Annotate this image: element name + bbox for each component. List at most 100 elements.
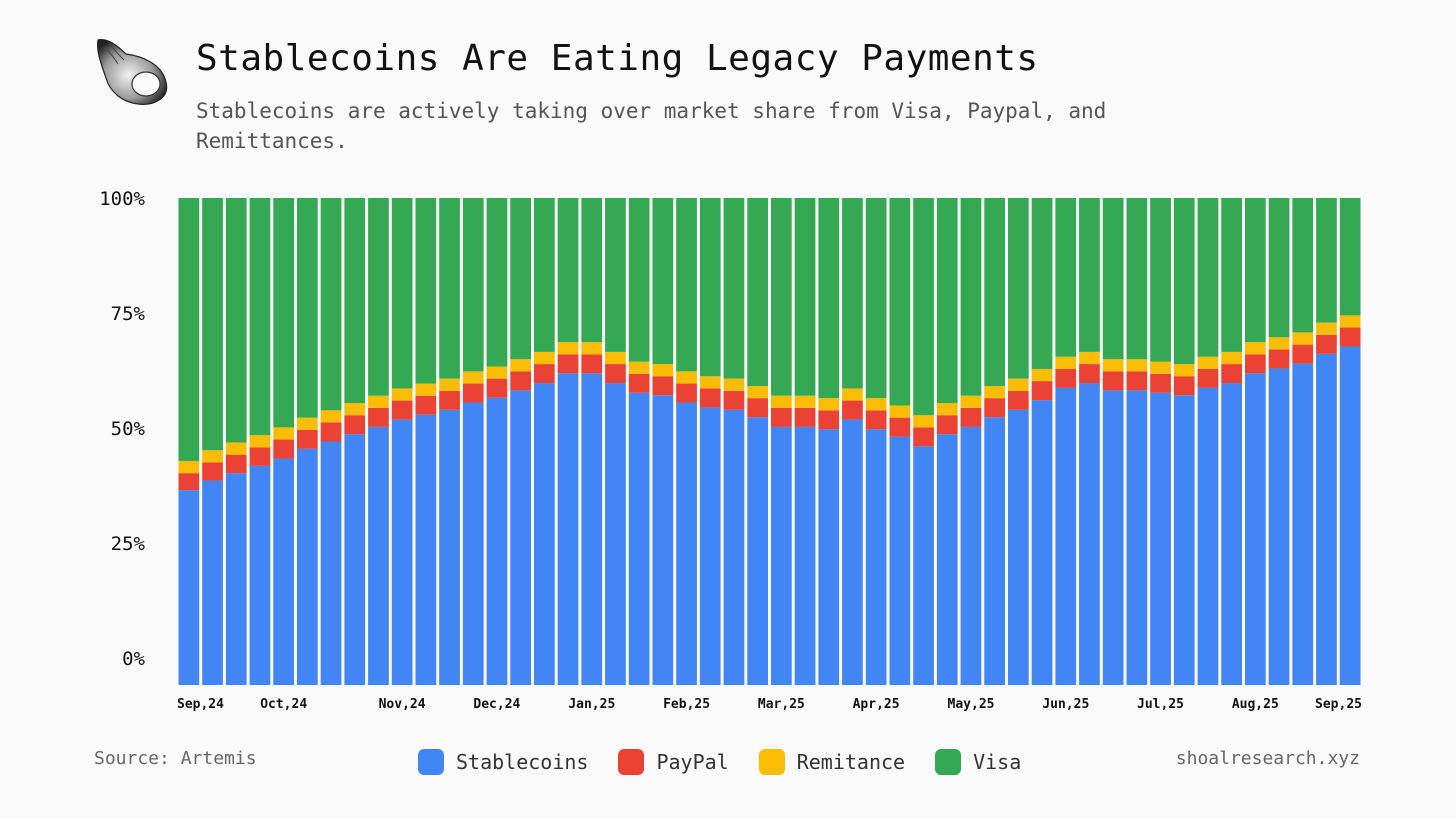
bar-segment-paypal-39	[1102, 371, 1124, 391]
bar-segment-remitance-16	[557, 342, 579, 355]
bar-segment-visa-18	[605, 198, 626, 352]
bar-segment-stablecoins-20	[652, 395, 674, 685]
bar-segment-remitance-41	[1150, 361, 1171, 374]
bar-segment-visa-3	[249, 198, 271, 436]
x-tick-label: Aug,25	[1232, 697, 1279, 712]
bar-segment-paypal-35	[1008, 390, 1029, 410]
bar-segment-paypal-43	[1197, 368, 1219, 388]
bar-segment-paypal-45	[1245, 354, 1266, 374]
bar-segment-paypal-49	[1339, 327, 1361, 347]
bar-segment-stablecoins-42	[1173, 395, 1195, 685]
bar-segment-stablecoins-16	[557, 373, 579, 685]
bar-segment-stablecoins-19	[628, 392, 650, 685]
bar-segment-visa-35	[1008, 198, 1029, 379]
bar-segment-visa-47	[1292, 198, 1314, 333]
bar-segment-stablecoins-0	[178, 490, 200, 685]
bar-segment-visa-20	[652, 198, 674, 365]
bar-segment-paypal-26	[794, 407, 816, 427]
bar-segment-stablecoins-39	[1102, 390, 1124, 685]
bar-segment-visa-34	[984, 198, 1005, 386]
bar-segment-remitance-2	[225, 442, 247, 455]
bar-segment-stablecoins-18	[605, 383, 626, 685]
bar-segment-remitance-8	[368, 395, 389, 408]
site-url: shoalresearch.xyz	[1175, 748, 1360, 769]
bar-segment-paypal-4	[273, 439, 294, 459]
bar-segment-stablecoins-8	[368, 426, 389, 685]
bar-segment-visa-24	[747, 198, 768, 386]
bar-segment-visa-6	[320, 198, 342, 411]
bar-segment-remitance-18	[605, 351, 626, 365]
bar-segment-visa-45	[1245, 198, 1266, 343]
bar-segment-visa-43	[1197, 198, 1219, 357]
bar-segment-stablecoins-26	[794, 426, 816, 685]
source-note: Source: Artemis	[94, 748, 257, 769]
bar-segment-paypal-0	[178, 473, 200, 491]
bar-segment-paypal-48	[1316, 334, 1337, 354]
bar-segment-remitance-20	[652, 364, 674, 377]
legend-item-paypal: PayPal	[618, 749, 729, 775]
bar-segment-remitance-5	[297, 417, 318, 430]
bar-segment-stablecoins-41	[1150, 392, 1171, 685]
chart-legend: Stablecoins PayPal Remitance Visa	[418, 749, 1051, 775]
bar-segment-stablecoins-37	[1055, 387, 1077, 685]
bar-segment-paypal-38	[1079, 364, 1100, 384]
bar-segment-stablecoins-10	[415, 414, 437, 685]
bar-segment-remitance-10	[415, 383, 437, 396]
bar-segment-visa-21	[676, 198, 697, 372]
bar-segment-paypal-6	[320, 422, 342, 442]
bar-segment-stablecoins-47	[1292, 363, 1314, 685]
bar-segment-visa-26	[794, 198, 816, 396]
bar-segment-remitance-27	[818, 398, 840, 411]
bar-segment-visa-0	[178, 198, 200, 461]
bar-segment-remitance-26	[794, 395, 816, 408]
legend-item-remitance: Remitance	[758, 749, 905, 775]
bar-segment-paypal-36	[1031, 381, 1053, 401]
bar-segment-stablecoins-15	[534, 383, 555, 685]
bar-segment-visa-48	[1316, 198, 1337, 323]
legend-swatch-stablecoins	[418, 749, 444, 775]
bar-segment-visa-46	[1268, 198, 1290, 338]
bar-segment-remitance-12	[462, 371, 484, 384]
x-tick-label: Feb,25	[663, 697, 710, 712]
bar-segment-stablecoins-44	[1221, 383, 1242, 685]
bar-segment-visa-17	[581, 198, 603, 343]
bar-segment-paypal-5	[297, 429, 318, 449]
x-tick-label: Sep,24	[177, 697, 224, 712]
bar-segment-visa-23	[723, 198, 745, 379]
bar-segment-visa-16	[557, 198, 579, 343]
bar-segment-remitance-7	[344, 403, 366, 416]
bar-segment-paypal-44	[1221, 364, 1242, 384]
bar-segment-remitance-46	[1268, 337, 1290, 350]
bar-segment-stablecoins-4	[273, 458, 294, 685]
y-tick-label: 50%	[111, 418, 146, 440]
bar-segment-visa-29	[865, 198, 887, 399]
x-tick-label: Mar,25	[758, 697, 805, 712]
bar-segment-remitance-32	[936, 403, 958, 416]
bar-segment-paypal-19	[628, 373, 650, 393]
bar-segment-visa-5	[297, 198, 318, 418]
bar-segment-paypal-1	[202, 462, 223, 481]
bar-segment-stablecoins-27	[818, 429, 840, 685]
bar-segment-visa-27	[818, 198, 840, 399]
bar-segment-stablecoins-25	[771, 426, 792, 685]
bar-segment-paypal-12	[462, 383, 484, 403]
bar-segment-stablecoins-32	[936, 434, 958, 685]
bar-segment-stablecoins-12	[462, 402, 484, 685]
bar-segment-stablecoins-34	[984, 417, 1005, 685]
bar-segment-remitance-31	[913, 415, 934, 428]
bar-segment-visa-15	[534, 198, 555, 352]
bar-segment-stablecoins-30	[889, 436, 911, 685]
bar-segment-remitance-47	[1292, 332, 1314, 345]
legend-swatch-remitance	[758, 749, 785, 775]
bar-segment-stablecoins-28	[842, 419, 863, 685]
bar-segment-stablecoins-6	[320, 441, 342, 685]
bar-segment-visa-9	[391, 198, 413, 389]
bar-segment-remitance-19	[628, 361, 650, 374]
bar-segment-visa-37	[1055, 198, 1077, 357]
bar-segment-stablecoins-45	[1245, 373, 1266, 685]
bar-segment-visa-14	[510, 198, 531, 360]
bar-segment-visa-1	[202, 198, 223, 451]
bar-segment-stablecoins-5	[297, 448, 318, 685]
bar-segment-stablecoins-2	[225, 473, 247, 685]
